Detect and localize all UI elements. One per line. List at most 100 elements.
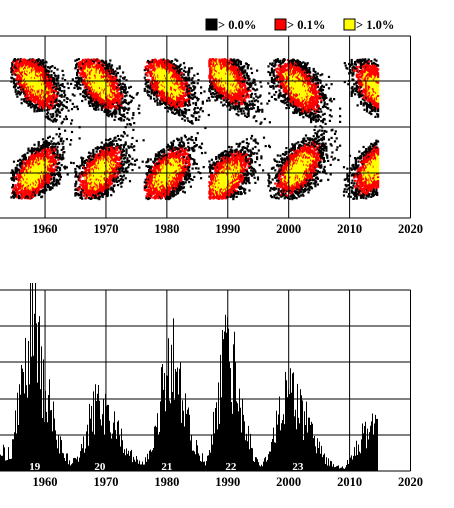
butterfly-cell: [146, 61, 149, 64]
butterfly-cell: [149, 188, 152, 191]
butterfly-cell: [154, 70, 157, 73]
butterfly-cell: [166, 102, 169, 105]
butterfly-cell: [41, 185, 45, 188]
butterfly-cell: [107, 186, 110, 189]
butterfly-cell: [150, 65, 153, 69]
butterfly-cell: [61, 107, 64, 110]
butterfly-cell: [49, 107, 52, 110]
butterfly-cell: [90, 98, 93, 101]
butterfly-cell: [124, 99, 127, 102]
butterfly-cell: [18, 164, 22, 167]
butterfly-cell: [49, 84, 52, 87]
butterfly-cell: [155, 88, 158, 91]
butterfly-cell: [79, 93, 82, 96]
butterfly-cell: [29, 94, 33, 98]
butterfly-cell: [76, 85, 79, 88]
butterfly-cell: [76, 165, 79, 168]
butterfly-cell: [170, 104, 173, 108]
butterfly-cell: [132, 112, 135, 115]
butterfly-cell: [47, 66, 50, 69]
butterfly-cell: [122, 86, 125, 89]
butterfly-cell: [34, 99, 37, 102]
butterfly-cell: [108, 62, 111, 65]
butterfly-cell: [153, 167, 156, 170]
butterfly-cell: [110, 160, 113, 163]
butterfly-cell: [106, 192, 109, 195]
butterfly-cell: [105, 149, 108, 152]
butterfly-cell: [15, 61, 18, 64]
butterfly-cell: [53, 184, 56, 187]
butterfly-cell: [170, 194, 173, 197]
butterfly-cell: [122, 153, 126, 156]
butterfly-cell: [19, 78, 22, 81]
butterfly-cell: [23, 98, 26, 101]
butterfly-cell: [12, 183, 15, 187]
butterfly-cell: [55, 169, 58, 172]
butterfly-cell: [110, 99, 113, 102]
butterfly-cell: [48, 82, 51, 85]
butterfly-cell: [167, 61, 170, 64]
butterfly-cell: [47, 115, 50, 118]
butterfly-cell: [52, 158, 55, 161]
butterfly-cell: [63, 118, 66, 121]
butterfly-cell: [150, 174, 153, 178]
butterfly-cell: [92, 105, 95, 108]
butterfly-cell: [126, 123, 129, 126]
butterfly-cell: [148, 174, 151, 177]
butterfly-cell: [78, 167, 81, 170]
butterfly-cell: [87, 71, 90, 74]
butterfly-cell: [24, 189, 27, 192]
butterfly-cell: [27, 93, 30, 96]
butterfly-cell: [84, 191, 87, 194]
butterfly-cell: [115, 179, 118, 182]
butterfly-cell: [161, 150, 164, 153]
butterfly-cell: [39, 104, 42, 107]
butterfly-cell: [91, 155, 94, 158]
butterfly-cell: [38, 185, 41, 188]
butterfly-cell: [155, 99, 158, 102]
butterfly-cell: [47, 155, 50, 158]
butterfly-cells: [10, 58, 380, 201]
butterfly-cell: [107, 109, 110, 112]
butterfly-cell: [24, 153, 27, 156]
butterfly-cell: [79, 183, 82, 186]
butterfly-cell: [52, 105, 55, 108]
butterfly-cell: [117, 87, 120, 90]
butterfly-cell: [157, 166, 160, 169]
butterfly-cell: [40, 71, 43, 74]
butterfly-cell: [31, 60, 34, 63]
butterfly-cell: [120, 164, 123, 167]
butterfly-cell: [46, 112, 49, 116]
butterfly-cell: [150, 92, 153, 95]
butterfly-cell: [117, 100, 120, 103]
butterfly-cell: [53, 92, 56, 95]
butterfly-cell: [15, 187, 18, 190]
butterfly-cell: [120, 104, 123, 107]
butterfly-cell: [40, 145, 43, 148]
butterfly-cell: [16, 190, 19, 193]
butterfly-cell: [48, 67, 51, 70]
butterfly-cell: [122, 174, 126, 177]
butterfly-cell: [47, 176, 50, 179]
butterfly-cell: [47, 143, 50, 146]
butterfly-cell: [51, 181, 54, 184]
butterfly-cell: [17, 86, 20, 89]
butterfly-cell: [27, 196, 30, 199]
butterfly-cell: [52, 182, 55, 185]
butterfly-cell: [38, 193, 41, 196]
butterfly-cell: [38, 106, 41, 109]
butterfly-cell: [128, 155, 132, 158]
butterfly-cell: [146, 192, 149, 195]
butterfly-cell: [53, 97, 56, 100]
butterfly-cell: [22, 88, 25, 91]
legend: > 0.0% > 0.1% > 1.0%: [205, 18, 394, 32]
butterfly-cell: [47, 148, 50, 151]
butterfly-cell: [152, 196, 155, 199]
butterfly-cell: [110, 76, 113, 80]
butterfly-cell: [115, 139, 118, 142]
butterfly-cell: [113, 157, 116, 161]
butterfly-cell: [82, 58, 85, 62]
butterfly-cell: [47, 181, 50, 184]
butterfly-cell: [18, 179, 22, 182]
butterfly-cell: [105, 189, 108, 192]
